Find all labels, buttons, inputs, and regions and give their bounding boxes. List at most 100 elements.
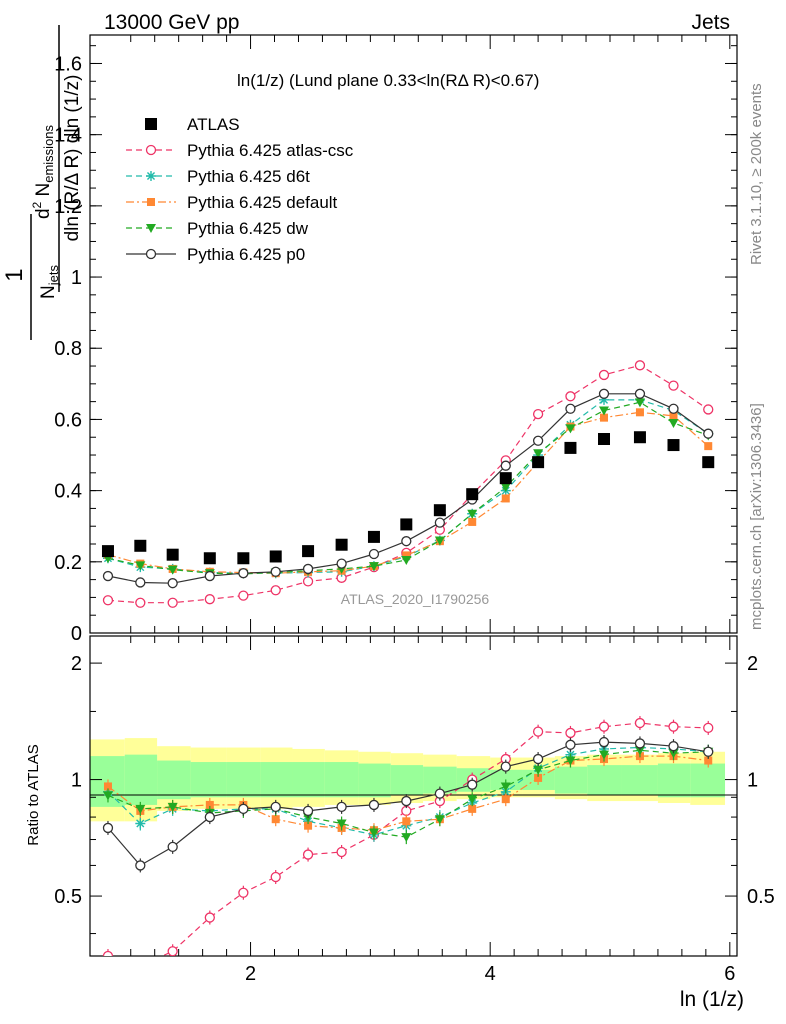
ratio-point-dw	[401, 833, 412, 843]
ratio-point-default	[468, 804, 477, 813]
ratio-point-atlas_csc	[565, 727, 576, 739]
main-point-p0	[703, 428, 714, 439]
ratio-point-default	[271, 815, 280, 824]
main-point-atlas_csc	[302, 576, 314, 587]
uncertainty-band-inner	[690, 763, 726, 798]
x-tick-label: 4	[485, 963, 496, 985]
main-point-p0	[204, 570, 215, 582]
main-point-data	[237, 552, 250, 565]
main-point-atlas_csc	[270, 585, 281, 596]
analysis-watermark: ATLAS_2020_I1790256	[341, 591, 490, 607]
ratio-point-p0	[336, 801, 347, 813]
main-series-atlas_csc	[102, 360, 714, 608]
main-point-p0	[401, 536, 412, 547]
main-point-dw	[634, 398, 645, 408]
main-point-atlas_csc	[135, 597, 146, 608]
ratio-point-dw	[434, 815, 445, 825]
main-point-data	[466, 488, 479, 501]
legend-marker-p0	[145, 248, 157, 260]
ratio-point-p0	[204, 811, 215, 823]
ratio-point-d6t	[135, 818, 146, 829]
mcplots-label: mcplots.cern.ch [arXiv:1306.3436]	[748, 403, 765, 630]
main-point-atlas_csc	[668, 380, 679, 391]
y-tick-label: 0.4	[54, 481, 82, 503]
ratio-point-atlas_csc	[598, 721, 610, 732]
ratio-point-dw	[368, 828, 379, 838]
main-point-data	[269, 550, 282, 563]
ratio-point-dw	[599, 750, 610, 760]
ratio-point-default	[704, 756, 713, 765]
main-plot-frame	[89, 34, 738, 634]
main-point-data	[134, 539, 147, 552]
ratio-point-p0	[434, 788, 446, 799]
main-point-default	[600, 413, 609, 422]
main-point-atlas_csc	[167, 597, 178, 608]
main-point-default	[704, 442, 713, 451]
main-point-dw	[565, 424, 576, 434]
y-tick-label: 1.6	[54, 53, 82, 75]
uncertainty-band-inner	[124, 754, 158, 805]
uncertainty-band-inner	[657, 763, 691, 798]
main-point-d6t	[599, 394, 610, 405]
main-point-p0	[434, 517, 446, 528]
ratio-point-dw	[167, 802, 178, 812]
main-point-data	[532, 456, 545, 469]
legend-label-atlas_csc: Pythia 6.425 atlas-csc	[187, 141, 354, 160]
uncertainty-band-inner	[587, 765, 622, 796]
y-tick-label: 0.2	[54, 552, 82, 574]
main-point-default	[501, 494, 510, 503]
uncertainty-band-inner	[292, 762, 325, 798]
svg-text:Njets: Njets	[38, 265, 61, 299]
ratio-point-p0	[565, 739, 576, 750]
main-point-data	[598, 433, 611, 446]
ratio-point-default	[501, 795, 510, 804]
rivet-version-label: Rivet 3.1.10, ≥ 200k events	[748, 83, 765, 265]
ratio-point-atlas_csc	[302, 849, 314, 860]
main-point-data	[335, 538, 348, 551]
legend-entry-atlas_csc: Pythia 6.425 atlas-csc	[126, 141, 354, 160]
ratio-point-default	[534, 773, 543, 782]
ratio-point-dw	[533, 765, 544, 775]
ratio-point-dw	[135, 804, 146, 814]
main-point-data	[667, 439, 680, 452]
x-axis-title: ln (1/z)	[680, 988, 744, 1011]
ratio-point-p0	[401, 795, 412, 807]
ratio-y-tick-label-right: 0.5	[747, 886, 775, 908]
legend-marker-dw	[146, 224, 156, 233]
main-point-dw	[434, 536, 445, 546]
svg-text:d2 Nemissions: d2 Nemissions	[30, 124, 56, 219]
main-point-atlas_csc	[565, 391, 576, 402]
ratio-point-p0	[598, 736, 610, 748]
y-tick-label: 0.6	[54, 409, 82, 431]
main-point-dw	[467, 509, 478, 519]
main-line-d6t	[107, 399, 709, 574]
main-point-data	[499, 472, 512, 485]
ratio-point-p0	[167, 841, 178, 853]
main-point-dw	[533, 449, 544, 459]
main-point-p0	[668, 403, 679, 414]
ratio-point-p0	[270, 801, 281, 813]
ratio-y-tick-label-right: 2	[747, 653, 758, 675]
main-point-p0	[135, 577, 146, 588]
ratio-point-p0	[238, 803, 249, 815]
main-point-p0	[270, 566, 281, 577]
main-point-dw	[167, 565, 178, 575]
main-point-atlas_csc	[598, 369, 610, 381]
main-point-data	[367, 530, 380, 543]
svg-text:1: 1	[1, 268, 28, 281]
ratio-point-dw	[336, 819, 347, 829]
main-point-p0	[302, 563, 314, 575]
main-point-default	[635, 408, 644, 417]
legend-title: ln(1/z) (Lund plane 0.33<ln(RΔ R)<0.67)	[237, 71, 539, 90]
ratio-point-p0	[500, 761, 511, 772]
ratio-point-dw	[467, 795, 478, 805]
main-point-dw	[500, 483, 511, 493]
header-right-label: Jets	[691, 11, 730, 34]
uncertainty-band-inner	[554, 766, 588, 794]
main-point-dw	[368, 562, 379, 572]
main-point-p0	[565, 403, 576, 414]
main-point-data	[433, 504, 446, 517]
ratio-point-atlas_csc	[532, 726, 544, 737]
uncertainty-band-inner	[157, 760, 191, 800]
ratio-point-dw	[668, 749, 679, 759]
